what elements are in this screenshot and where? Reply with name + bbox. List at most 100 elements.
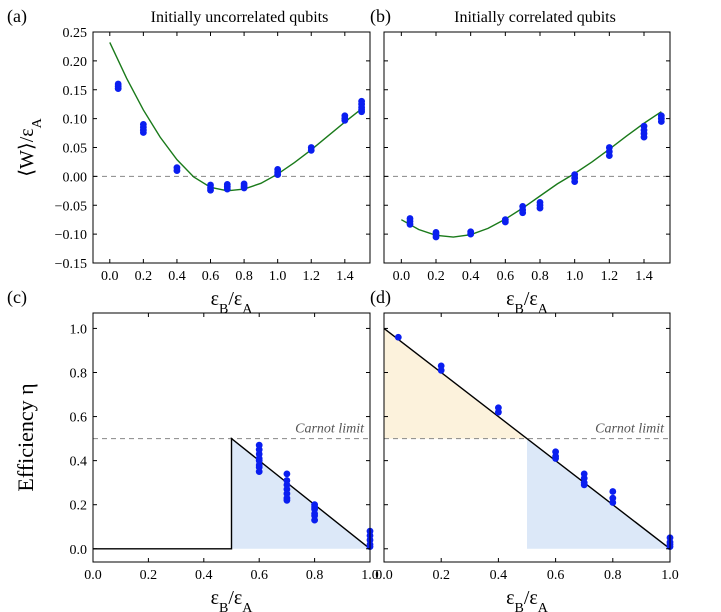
data-point [536, 204, 544, 212]
y-tick-label: 0.8 [70, 366, 88, 381]
carnot-limit-label: Carnot limit [595, 422, 665, 437]
x-tick-label: 0.0 [84, 568, 102, 583]
carnot-limit-label: Carnot limit [295, 422, 365, 437]
panel-label: (d) [370, 287, 391, 308]
y-tick-label: 0.10 [63, 113, 88, 128]
data-point [609, 499, 617, 506]
data-point [114, 85, 122, 92]
x-tick-label: 1.0 [566, 269, 584, 284]
x-tick-label: 0.2 [140, 568, 158, 583]
x-tick-label: 1.2 [601, 269, 619, 284]
x-tick-label: 0.2 [135, 269, 153, 284]
data-point [640, 133, 648, 141]
data-point [605, 152, 613, 159]
theory-line [383, 327, 671, 550]
data-point [207, 186, 214, 194]
data-point [240, 184, 248, 192]
x-tick-label: 0.8 [306, 568, 324, 583]
y-tick-label: 0.15 [63, 84, 88, 99]
data-point [255, 468, 263, 476]
x-tick-label: 0.8 [235, 269, 253, 284]
data-point [501, 218, 509, 226]
x-tick-label: 0.4 [490, 568, 508, 583]
data-point [283, 496, 291, 504]
data-point [274, 171, 282, 179]
y-tick-label: 0.00 [63, 170, 88, 185]
y-axis-label: Efficiency η [13, 383, 38, 491]
x-tick-label: 0.6 [547, 568, 565, 583]
y-axis-label: ⟨W⟩/εA [16, 117, 45, 176]
x-axis-label: εB/εA [211, 587, 254, 612]
x-tick-label: 0.6 [497, 269, 515, 284]
x-tick-label: 0.0 [393, 269, 411, 284]
data-point [552, 455, 559, 462]
data-point [139, 129, 147, 136]
x-tick-label: 1.0 [269, 269, 287, 284]
panel-a: 0.0 0.2 0.4 0.6 0.8 1.0 1.2 1.4 −0.15 −0.10 −0.05 0… [7, 6, 371, 317]
data-point [283, 470, 291, 478]
data-point [580, 481, 588, 489]
y-tick-label: −0.15 [55, 257, 87, 272]
data-point [307, 146, 315, 154]
data-point [311, 516, 318, 524]
panel-label: (a) [7, 6, 27, 27]
y-tick-label: 0.4 [70, 455, 88, 470]
plot-frame [92, 31, 371, 264]
x-tick-label: 0.4 [195, 568, 213, 583]
data-point [657, 118, 665, 125]
data-point [609, 488, 617, 495]
theory-curve [400, 111, 662, 238]
x-tick-label: 0.8 [604, 568, 622, 583]
plot-frame [383, 312, 671, 563]
data-point [394, 333, 402, 341]
y-tick-label: 0.6 [70, 411, 88, 426]
plot-frame [92, 312, 371, 563]
x-tick-label: 1.4 [635, 269, 653, 284]
panel-d: Carnot limit 0.0 0.2 0.4 0.6 0.8 1.0 (d) εB/εA [370, 287, 679, 612]
x-tick-label: 1.4 [336, 269, 354, 284]
x-tick-label: 0.2 [432, 568, 450, 583]
x-tick-label: 0.6 [202, 269, 220, 284]
x-tick-label: 0.0 [375, 568, 393, 583]
x-axis-label: εB/εA [211, 288, 254, 317]
data-point [358, 108, 366, 116]
panel-title: Initially uncorrelated qubits [151, 9, 329, 26]
y-tick-label: −0.10 [55, 228, 87, 243]
x-axis-label: εB/εA [506, 288, 549, 317]
data-point [406, 220, 414, 228]
x-tick-label: 0.4 [462, 269, 480, 284]
data-point [432, 233, 440, 241]
y-tick-label: 1.0 [70, 322, 88, 337]
data-point [341, 116, 349, 124]
data-point [467, 230, 475, 238]
y-tick-label: 0.2 [70, 499, 88, 514]
theory-curve [109, 42, 363, 192]
theory-line [93, 437, 371, 550]
panel-label: (b) [370, 6, 391, 27]
x-tick-label: 0.0 [101, 269, 119, 284]
y-tick-label: −0.05 [55, 199, 87, 214]
plot-frame [383, 31, 671, 264]
y-tick-label: 0.0 [70, 543, 88, 558]
data-point [173, 167, 181, 175]
data-point [519, 209, 527, 217]
panel-title: Initially correlated qubits [454, 9, 616, 26]
y-tick-label: 0.05 [63, 142, 88, 157]
x-axis-label: εB/εA [506, 587, 549, 612]
x-tick-label: 0.6 [250, 568, 268, 583]
data-point [223, 185, 231, 193]
data-point [571, 178, 579, 185]
x-tick-label: 1.0 [361, 568, 379, 583]
x-tick-label: 0.8 [531, 269, 549, 284]
x-tick-label: 0.4 [168, 269, 186, 284]
panel-b: 0.0 0.2 0.4 0.6 0.8 1.0 1.2 1.4 (b) Initially cor… [370, 6, 671, 317]
x-tick-label: 1.0 [661, 568, 679, 583]
x-tick-label: 0.2 [427, 269, 445, 284]
data-point [495, 408, 502, 416]
panel-label: (c) [7, 287, 27, 308]
y-tick-label: 0.25 [63, 26, 88, 41]
data-point [437, 366, 445, 374]
y-tick-label: 0.20 [63, 55, 88, 70]
x-tick-label: 1.2 [302, 269, 320, 284]
